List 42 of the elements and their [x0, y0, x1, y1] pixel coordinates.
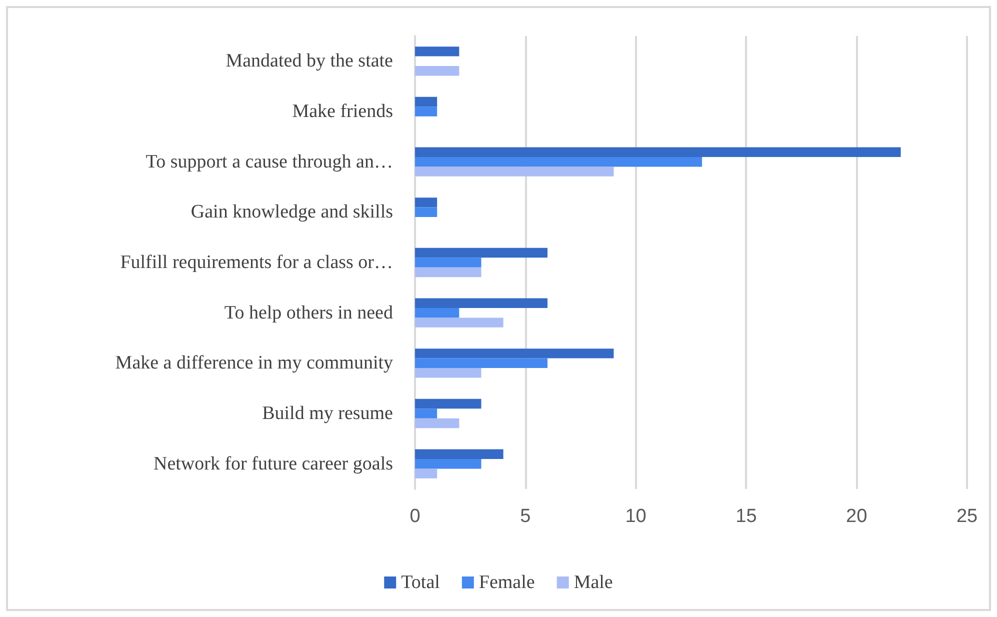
y-tick-label: To help others in need — [224, 302, 394, 324]
y-tick-label: Network for future career goals — [154, 453, 393, 474]
bar — [415, 408, 438, 418]
x-tick-label: 0 — [410, 506, 420, 527]
bar — [415, 398, 482, 409]
y-tick-label: Build my resume — [262, 403, 393, 424]
legend-label: Female — [478, 572, 535, 593]
y-tick-label: Mandated by the state — [226, 50, 393, 72]
y-tick-label: Make friends — [292, 101, 393, 122]
legend-label: Total — [401, 572, 440, 593]
bar — [415, 198, 438, 208]
y-tick-label: Gain knowledge and skills — [190, 202, 393, 223]
bar — [415, 46, 460, 56]
bar — [415, 318, 504, 328]
bar — [415, 298, 548, 308]
y-tick-label: To support a cause through an… — [146, 151, 393, 172]
bar — [415, 156, 702, 167]
bar — [415, 207, 438, 218]
bar — [415, 418, 460, 428]
bar — [415, 96, 438, 107]
bar — [415, 368, 482, 378]
bar — [415, 267, 482, 278]
x-tick-label: 20 — [846, 506, 868, 527]
x-tick-label: 25 — [956, 506, 978, 527]
bar — [415, 66, 460, 76]
bar — [415, 348, 614, 358]
y-tick-label: Make a difference in my community — [115, 352, 394, 374]
legend-label: Male — [574, 572, 613, 593]
bar — [415, 449, 504, 459]
bar — [415, 468, 438, 478]
x-tick-label: 15 — [736, 506, 757, 527]
bar — [415, 248, 548, 258]
bar — [415, 166, 614, 176]
bar — [415, 358, 548, 368]
bar — [415, 458, 482, 469]
bar — [415, 147, 901, 157]
bar — [415, 106, 438, 116]
x-tick-label: 5 — [520, 506, 531, 527]
x-tick-label: 10 — [625, 506, 646, 527]
y-tick-label: Fulfill requirements for a class or… — [120, 252, 393, 273]
bar — [415, 258, 482, 268]
bar — [415, 308, 460, 318]
